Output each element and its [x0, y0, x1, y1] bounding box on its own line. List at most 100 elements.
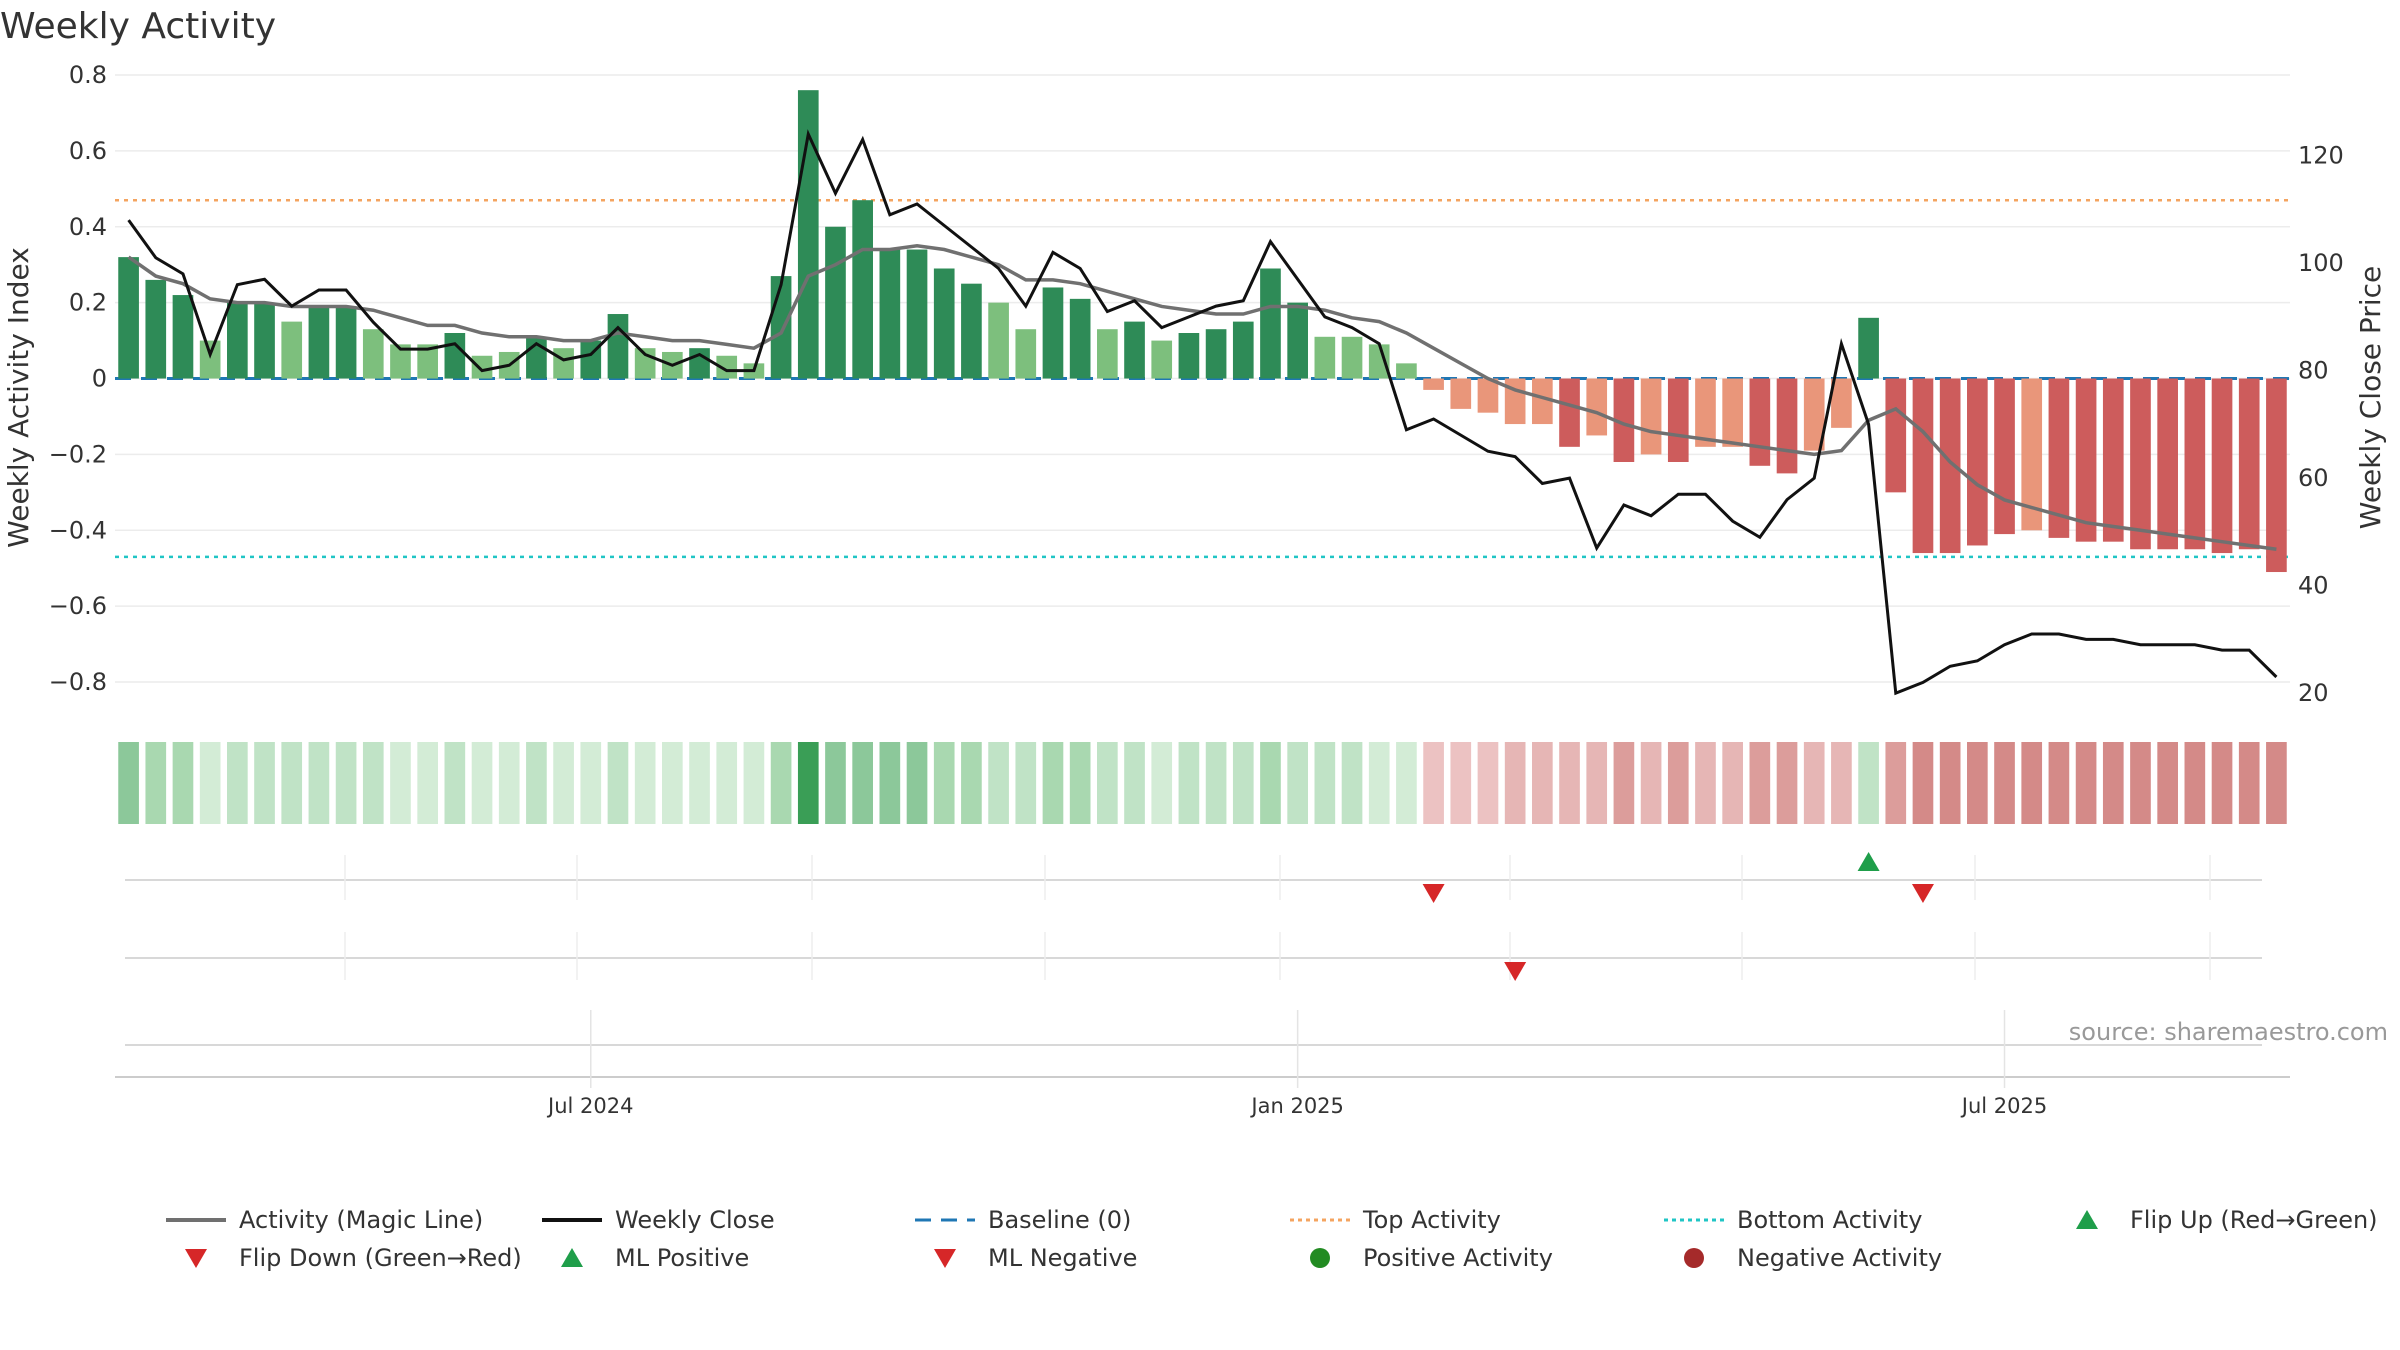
event-markers — [125, 852, 2262, 1046]
activity-bar — [607, 314, 629, 379]
activity-bar — [335, 306, 357, 379]
legend-swatch — [2076, 1210, 2098, 1229]
strength-cell — [1015, 742, 1037, 824]
strength-cell — [2157, 742, 2178, 824]
left-tick-label: 0.8 — [69, 61, 107, 89]
left-tick-label: 0.6 — [69, 137, 107, 165]
legend-label: ML Negative — [988, 1244, 1137, 1272]
strength-cell — [2021, 742, 2043, 824]
left-tick-label: 0 — [92, 365, 107, 393]
strength-cell — [607, 742, 629, 824]
activity-bar — [1613, 378, 1635, 462]
right-tick-label: 20 — [2298, 679, 2329, 707]
legend-swatch — [185, 1249, 207, 1268]
strength-cell — [1749, 742, 1771, 824]
activity-bar — [689, 348, 710, 379]
activity-bar — [1858, 317, 1879, 379]
activity-bar — [390, 344, 411, 379]
activity-bar — [879, 249, 901, 379]
activity-bar — [2021, 378, 2043, 531]
activity-bar — [1450, 378, 1472, 409]
strength-cell — [553, 742, 574, 824]
strength-cell — [988, 742, 1009, 824]
strength-cell — [1586, 742, 1608, 824]
strength-cell — [689, 742, 710, 824]
activity-bar — [444, 333, 466, 379]
activity-bar — [1042, 287, 1064, 379]
activity-bar — [145, 279, 167, 379]
strength-cell — [1776, 742, 1798, 824]
weekly-close-line — [127, 129, 2278, 696]
activity-bar — [933, 268, 955, 379]
strength-cell — [417, 742, 438, 824]
date-tick-label: Jul 2024 — [546, 1094, 633, 1118]
activity-bar — [471, 355, 493, 379]
strength-cell — [308, 742, 330, 824]
activity-bar — [1396, 363, 1417, 379]
activity-bar — [1205, 329, 1227, 379]
flip-down-marker — [1422, 884, 1445, 903]
strength-cell — [1042, 742, 1064, 824]
strength-cell — [716, 742, 738, 824]
activity-bar — [362, 329, 384, 379]
strength-cell — [2184, 742, 2206, 824]
strength-cell — [743, 742, 765, 824]
strength-cell — [281, 742, 303, 824]
activity-bar — [1069, 298, 1091, 379]
activity-bar — [2102, 378, 2124, 542]
strength-cell — [1912, 742, 1934, 824]
strength-cell — [526, 742, 547, 824]
strength-cell — [2048, 742, 2070, 824]
right-tick-label: 80 — [2298, 357, 2329, 385]
left-tick-label: −0.6 — [49, 592, 107, 620]
activity-bar — [906, 249, 928, 379]
activity-bar — [2157, 378, 2178, 550]
legend: Activity (Magic Line) Weekly Close Baselin… — [166, 1206, 2378, 1272]
strength-cell — [390, 742, 411, 824]
activity-bar — [1722, 378, 1743, 447]
activity-bar — [1939, 378, 1961, 554]
activity-bar — [1994, 378, 2015, 535]
activity-bar — [1776, 378, 1798, 474]
strength-cell — [906, 742, 928, 824]
strength-cell — [1967, 742, 1988, 824]
strength-cell — [1477, 742, 1499, 824]
right-tick-label: 60 — [2298, 464, 2329, 492]
strength-cell — [1722, 742, 1743, 824]
strength-strip — [118, 742, 2287, 824]
activity-bar — [2048, 378, 2070, 538]
strength-cell — [444, 742, 466, 824]
legend-swatch — [1684, 1248, 1704, 1268]
legend-swatch — [934, 1249, 956, 1268]
grid-lines — [115, 74, 2290, 683]
strength-cell — [1885, 742, 1907, 824]
strength-cell — [879, 742, 901, 824]
activity-bar — [1151, 340, 1173, 379]
strength-cell — [961, 742, 982, 824]
strength-cell — [1178, 742, 1200, 824]
activity-bar — [1124, 321, 1145, 379]
legend-label: Flip Up (Red→Green) — [2130, 1206, 2378, 1234]
strength-cell — [825, 742, 846, 824]
strength-cell — [2102, 742, 2124, 824]
left-axis-title: Weekly Activity Index — [2, 247, 35, 548]
activity-bar — [2075, 378, 2097, 542]
strength-cell — [362, 742, 384, 824]
date-tick-label: Jan 2025 — [1249, 1094, 1344, 1118]
strength-cell — [797, 742, 819, 824]
strength-cell — [145, 742, 167, 824]
activity-bar — [1368, 344, 1390, 379]
ml-negative-marker — [1504, 962, 1527, 981]
strength-cell — [335, 742, 357, 824]
legend-label: Baseline (0) — [988, 1206, 1131, 1234]
activity-bars — [118, 90, 2287, 573]
strength-cell — [770, 742, 792, 824]
strength-cell — [172, 742, 194, 824]
activity-bar — [281, 321, 303, 379]
strength-cell — [2211, 742, 2233, 824]
activity-bar — [308, 306, 330, 379]
strength-cell — [1287, 742, 1308, 824]
strength-cell — [634, 742, 656, 824]
strength-cell — [1803, 742, 1825, 824]
